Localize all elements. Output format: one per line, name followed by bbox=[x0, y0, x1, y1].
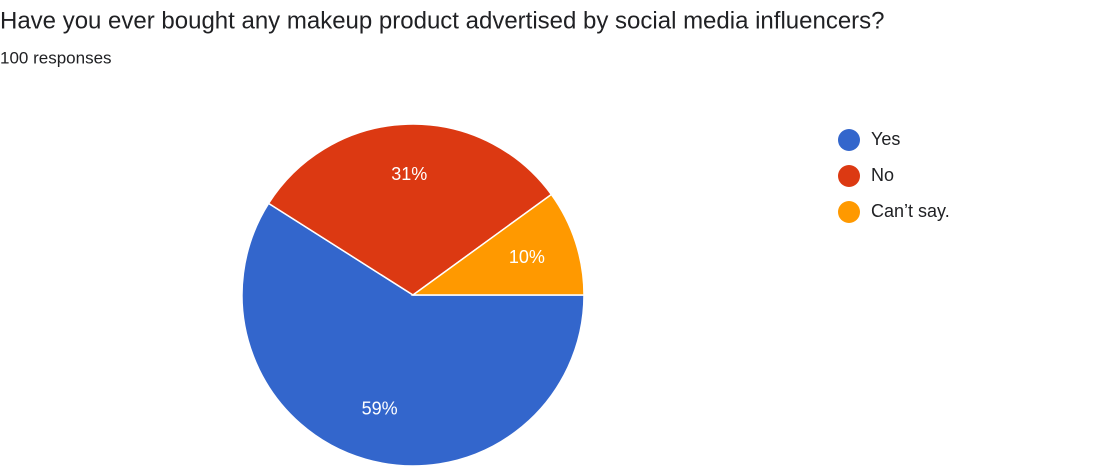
legend-label: No bbox=[871, 165, 894, 185]
chart-subtitle: 100 responses bbox=[0, 48, 112, 67]
legend-label: Yes bbox=[871, 129, 900, 149]
legend-marker bbox=[838, 165, 860, 187]
pie-slice bbox=[267, 123, 553, 296]
pie-slice bbox=[241, 202, 585, 467]
legend-marker bbox=[838, 129, 860, 151]
legend-marker bbox=[838, 201, 860, 223]
slice-label: 59% bbox=[362, 399, 398, 419]
chart-title: Have you ever bought any makeup product … bbox=[0, 7, 885, 34]
slice-label: 31% bbox=[391, 164, 427, 184]
pie-slice bbox=[410, 193, 585, 296]
slice-label: 10% bbox=[509, 247, 545, 267]
legend-label: Can’t say. bbox=[871, 201, 950, 221]
